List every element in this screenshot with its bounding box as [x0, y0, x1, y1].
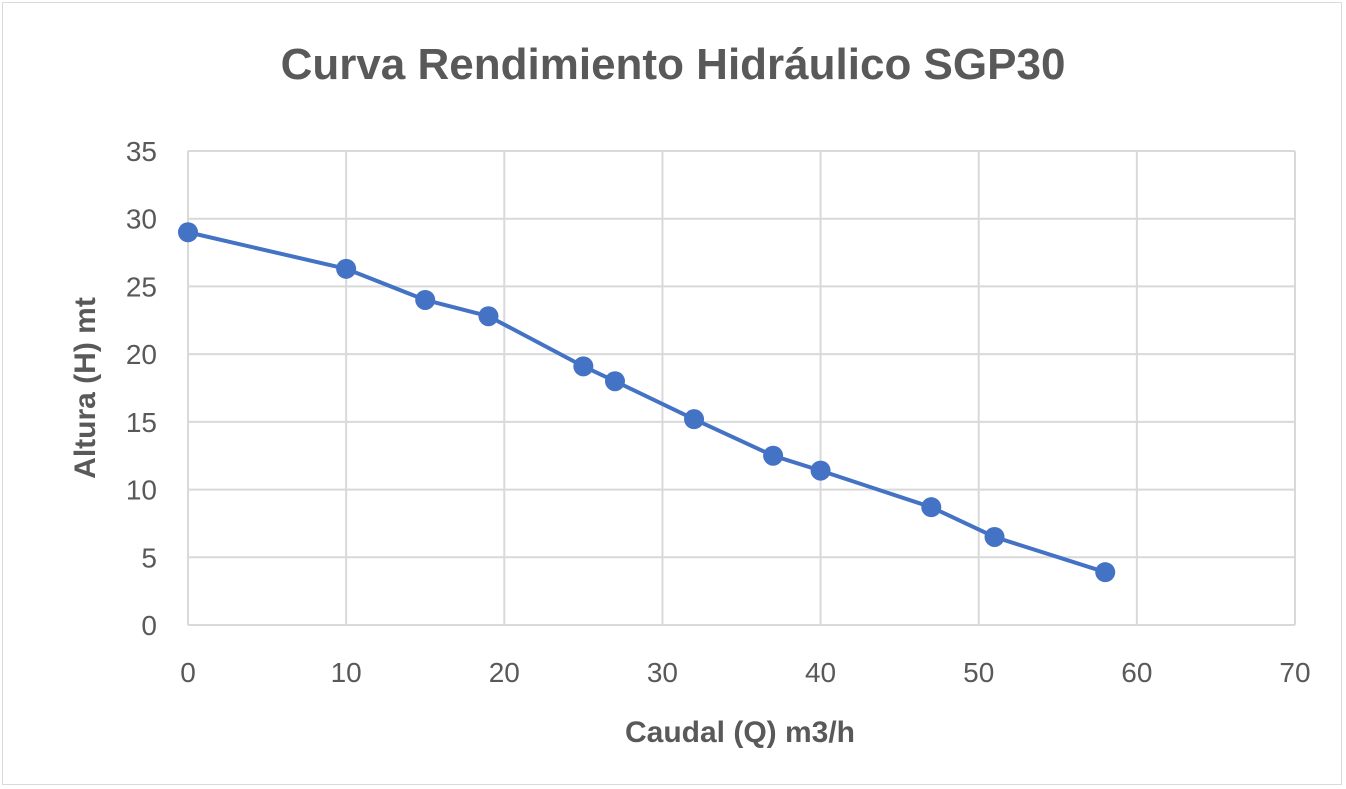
x-tick-label: 70 [1279, 657, 1310, 688]
data-point [921, 497, 942, 518]
series-group [178, 222, 1116, 583]
data-point [684, 409, 705, 430]
y-tick-label: 10 [126, 475, 157, 506]
x-tick-label: 0 [180, 657, 196, 688]
y-tick-label: 35 [126, 136, 157, 167]
data-point [478, 306, 499, 327]
x-tick-label: 40 [805, 657, 836, 688]
x-tick-label: 60 [1121, 657, 1152, 688]
data-point [336, 258, 357, 279]
y-tick-label: 25 [126, 271, 157, 302]
data-point [573, 356, 594, 377]
x-tick-label: 20 [489, 657, 520, 688]
data-point [763, 445, 784, 466]
y-axis-title: Altura (H) mt [69, 297, 102, 479]
x-tick-labels: 0 10 20 30 40 50 60 70 [180, 657, 1310, 688]
y-tick-label: 30 [126, 204, 157, 235]
data-point [415, 289, 436, 310]
data-point [810, 460, 831, 481]
x-tick-label: 30 [647, 657, 678, 688]
y-tick-label: 0 [141, 610, 157, 641]
x-axis-title: Caudal (Q) m3/h [625, 716, 855, 749]
series-line [187, 230, 1106, 575]
y-tick-labels: 0 5 10 15 20 25 30 35 [126, 136, 157, 641]
y-tick-label: 15 [126, 407, 157, 438]
y-tick-label: 5 [141, 542, 157, 573]
data-point [984, 526, 1005, 547]
data-point [178, 222, 198, 243]
x-tick-label: 10 [331, 657, 362, 688]
x-tick-label: 50 [963, 657, 994, 688]
y-tick-label: 20 [126, 339, 157, 370]
chart-title: Curva Rendimiento Hidráulico SGP30 [280, 40, 1066, 89]
grid-lines [187, 150, 1296, 626]
data-point [1095, 562, 1116, 583]
data-point [604, 371, 625, 392]
